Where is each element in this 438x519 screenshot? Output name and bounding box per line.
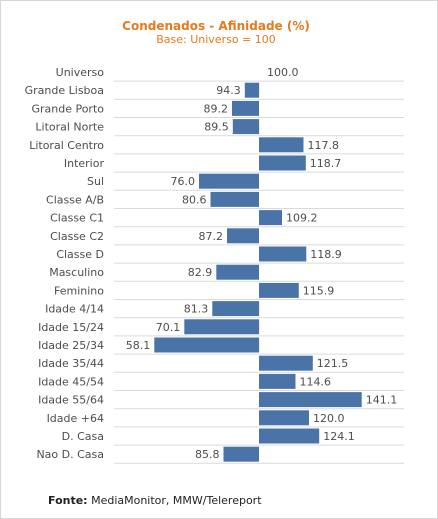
bar-idade-4-14 xyxy=(212,301,260,317)
value-label-d-casa: 124.1 xyxy=(323,430,355,443)
category-label-litoral-centro: Litoral Centro xyxy=(29,139,104,152)
category-label-litoral-norte: Litoral Norte xyxy=(35,121,104,134)
category-label-classe-c1: Classe C1 xyxy=(50,212,104,225)
value-label-classe-c1: 109.2 xyxy=(286,212,318,225)
bar-masculino xyxy=(216,264,259,280)
value-label-interior: 118.7 xyxy=(310,157,342,170)
value-label-feminino: 115.9 xyxy=(303,284,335,297)
value-label-classe-a-b: 80.6 xyxy=(182,193,207,206)
bar-idade-64 xyxy=(259,410,309,426)
category-label-classe-c2: Classe C2 xyxy=(50,230,104,243)
bar-classe-d xyxy=(259,246,307,262)
category-label-grande-lisboa: Grande Lisboa xyxy=(25,84,104,97)
category-label-idade-64: Idade +64 xyxy=(47,412,104,425)
value-label-masculino: 82.9 xyxy=(188,266,213,279)
bar-interior xyxy=(259,155,306,171)
bar-grande-porto xyxy=(232,100,259,116)
category-label-grande-porto: Grande Porto xyxy=(31,102,104,115)
category-label-universo: Universo xyxy=(56,66,105,79)
value-label-litoral-centro: 117.8 xyxy=(308,139,340,152)
value-label-idade-45-54: 114.6 xyxy=(300,375,332,388)
bar-sul xyxy=(199,173,259,189)
chart-title: Condenados - Afinidade (%) xyxy=(122,19,310,33)
bar-litoral-centro xyxy=(259,137,304,153)
value-label-idade-35-44: 121.5 xyxy=(317,357,349,370)
category-label-d-casa: D. Casa xyxy=(62,430,104,443)
bar-nao-d-casa xyxy=(223,446,259,462)
value-label-idade-55-64: 141.1 xyxy=(366,394,398,407)
bar-idade-15-24 xyxy=(184,319,260,335)
source-text: MediaMonitor, MMW/Telereport xyxy=(87,494,262,507)
category-label-sul: Sul xyxy=(87,175,104,188)
bar-d-casa xyxy=(259,428,320,444)
value-label-grande-porto: 89.2 xyxy=(204,102,229,115)
value-label-idade-15-24: 70.1 xyxy=(156,321,181,334)
bar-idade-35-44 xyxy=(259,355,313,371)
bar-classe-c2 xyxy=(227,228,259,244)
source-label: Fonte: xyxy=(48,494,88,507)
bar-idade-45-54 xyxy=(259,373,296,389)
bar-idade-25-34 xyxy=(154,337,260,353)
bar-litoral-norte xyxy=(232,119,260,135)
value-label-litoral-norte: 89.5 xyxy=(204,121,229,134)
bar-grande-lisboa xyxy=(244,82,260,98)
value-label-idade-25-34: 58.1 xyxy=(126,339,151,352)
value-label-classe-c2: 87.2 xyxy=(199,230,224,243)
category-label-idade-4-14: Idade 4/14 xyxy=(45,303,104,316)
category-label-idade-25-34: Idade 25/34 xyxy=(38,339,104,352)
value-label-grande-lisboa: 94.3 xyxy=(216,84,241,97)
value-label-idade-64: 120.0 xyxy=(313,412,345,425)
value-label-universo: 100.0 xyxy=(267,66,299,79)
source-note: Fonte: MediaMonitor, MMW/Telereport xyxy=(48,494,262,507)
bar-classe-c1 xyxy=(259,210,282,226)
category-label-classe-d: Classe D xyxy=(56,248,104,261)
category-label-feminino: Feminino xyxy=(54,284,104,297)
chart-subtitle: Base: Universo = 100 xyxy=(156,33,276,46)
category-label-nao-d-casa: Nao D. Casa xyxy=(36,448,104,461)
value-label-idade-4-14: 81.3 xyxy=(184,303,209,316)
bar-feminino xyxy=(259,282,299,298)
value-label-sul: 76.0 xyxy=(171,175,196,188)
category-label-masculino: Masculino xyxy=(49,266,104,279)
value-label-nao-d-casa: 85.8 xyxy=(195,448,220,461)
category-label-classe-a-b: Classe A/B xyxy=(46,193,104,206)
value-label-classe-d: 118.9 xyxy=(310,248,342,261)
bar-classe-a-b xyxy=(210,191,259,207)
category-label-idade-55-64: Idade 55/64 xyxy=(38,394,104,407)
category-label-idade-15-24: Idade 15/24 xyxy=(38,321,104,334)
category-label-idade-35-44: Idade 35/44 xyxy=(38,357,104,370)
category-label-idade-45-54: Idade 45/54 xyxy=(38,375,104,388)
bar-idade-55-64 xyxy=(259,392,362,408)
category-label-interior: Interior xyxy=(64,157,105,170)
